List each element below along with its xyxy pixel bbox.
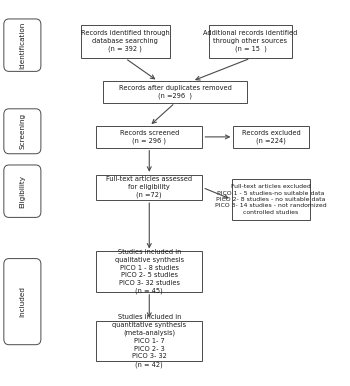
FancyBboxPatch shape	[4, 259, 41, 345]
FancyBboxPatch shape	[80, 25, 170, 58]
FancyBboxPatch shape	[96, 251, 202, 292]
Text: Included: Included	[19, 286, 25, 317]
Text: Records after duplicates removed
(n =296  ): Records after duplicates removed (n =296…	[119, 85, 231, 99]
Text: Records excluded
(n =224): Records excluded (n =224)	[241, 130, 300, 144]
Text: Additional records identified
through other sources
(n = 15  ): Additional records identified through ot…	[203, 30, 298, 52]
FancyBboxPatch shape	[232, 179, 310, 220]
Text: Screening: Screening	[19, 113, 25, 149]
FancyBboxPatch shape	[103, 81, 247, 103]
FancyBboxPatch shape	[96, 321, 202, 361]
FancyBboxPatch shape	[96, 126, 202, 148]
FancyBboxPatch shape	[4, 109, 41, 154]
FancyBboxPatch shape	[209, 25, 292, 58]
Text: Full-text articles excluded
PICO 1 - 5 studies-no suitable data
PICO 2- 8 studie: Full-text articles excluded PICO 1 - 5 s…	[215, 184, 327, 215]
Text: Identification: Identification	[19, 22, 25, 69]
Text: Records screened
(n = 296 ): Records screened (n = 296 )	[120, 130, 179, 144]
Text: Studies included in
quantitative synthesis
(meta-analysis)
PICO 1- 7
PICO 2- 3
P: Studies included in quantitative synthes…	[112, 314, 186, 368]
Text: Eligibility: Eligibility	[19, 175, 25, 208]
FancyBboxPatch shape	[96, 175, 202, 200]
Text: Full-text articles assessed
for eligibility
(n =72): Full-text articles assessed for eligibil…	[106, 176, 192, 198]
FancyBboxPatch shape	[233, 126, 309, 148]
FancyBboxPatch shape	[4, 165, 41, 217]
Text: Studies included in
qualitative synthesis
PICO 1 - 8 studies
PICO 2- 5 studies
P: Studies included in qualitative synthesi…	[115, 249, 184, 294]
FancyBboxPatch shape	[4, 19, 41, 71]
Text: Records identified through
database searching
(n = 392 ): Records identified through database sear…	[81, 30, 170, 52]
